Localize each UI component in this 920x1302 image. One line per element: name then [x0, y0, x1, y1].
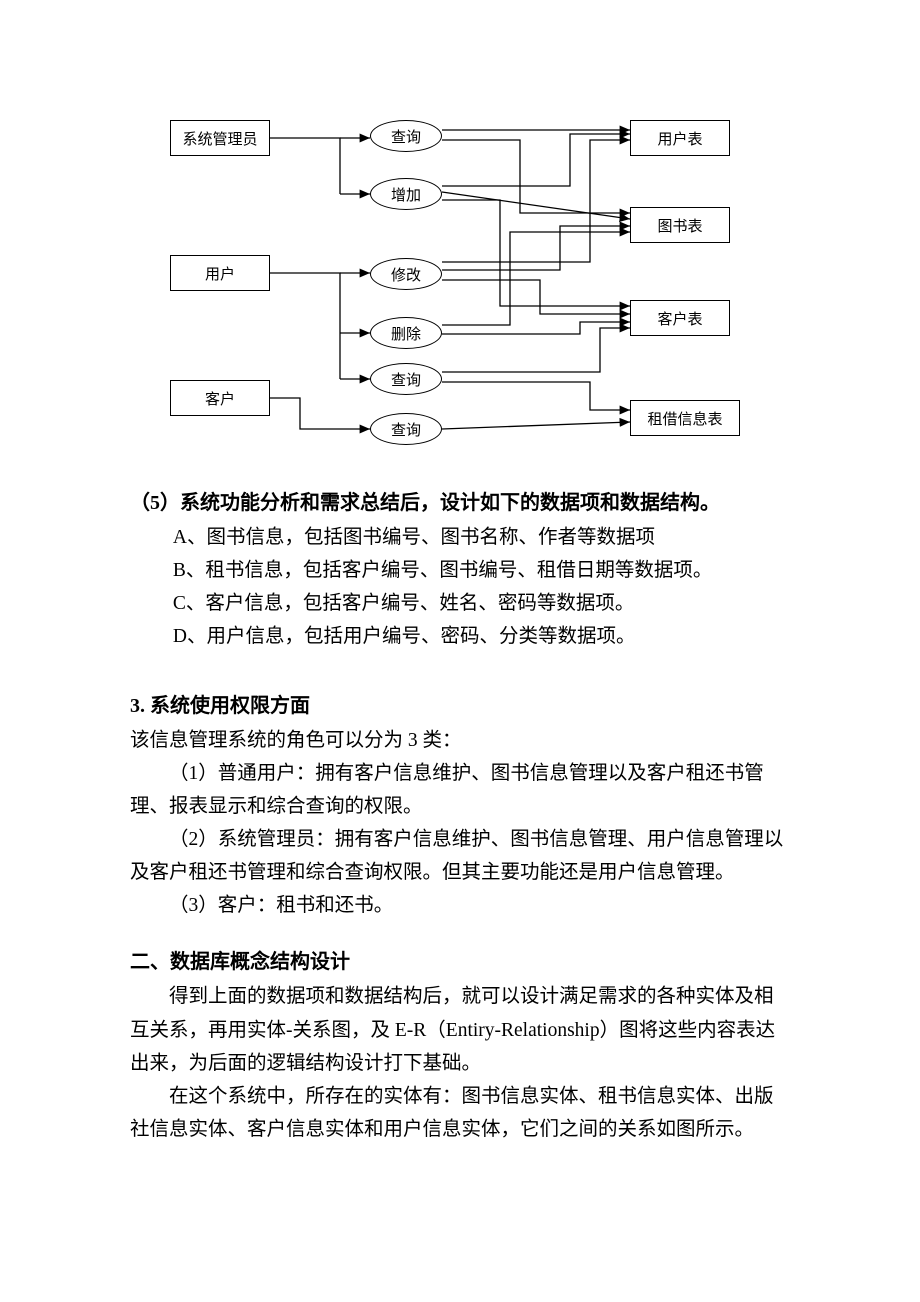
op-add: 增加 [370, 178, 442, 210]
actor-user: 用户 [170, 255, 270, 291]
item-5d: D、用户信息，包括用户编号、密码、分类等数据项。 [130, 620, 790, 653]
heading-5: （5）系统功能分析和需求总结后，设计如下的数据项和数据结构。 [130, 485, 790, 521]
permissions-3: （3）客户：租书和还书。 [130, 889, 790, 922]
item-5b: B、租书信息，包括客户编号、图书编号、租借日期等数据项。 [130, 554, 790, 587]
table-user: 用户表 [630, 120, 730, 156]
item-5c: C、客户信息，包括客户编号、姓名、密码等数据项。 [130, 587, 790, 620]
actor-admin: 系统管理员 [170, 120, 270, 156]
op-query-3: 查询 [370, 413, 442, 445]
item-5a: A、图书信息，包括图书编号、图书名称、作者等数据项 [130, 521, 790, 554]
heading-db-concept: 二、数据库概念结构设计 [130, 944, 790, 980]
op-query-1: 查询 [370, 120, 442, 152]
table-customer: 客户表 [630, 300, 730, 336]
document-page: 系统管理员 用户 客户 查询 增加 修改 删除 查询 查询 用户表 图书表 客户… [0, 0, 920, 1302]
permissions-1: （1）普通用户：拥有客户信息维护、图书信息管理以及客户租还书管理、报表显示和综合… [130, 757, 790, 823]
table-book: 图书表 [630, 207, 730, 243]
op-query-2: 查询 [370, 363, 442, 395]
table-rent: 租借信息表 [630, 400, 740, 436]
heading-permissions: 3. 系统使用权限方面 [130, 688, 790, 724]
db-concept-para-1: 得到上面的数据项和数据结构后，就可以设计满足需求的各种实体及相互关系，再用实体-… [130, 980, 790, 1079]
body-text: （5）系统功能分析和需求总结后，设计如下的数据项和数据结构。 A、图书信息，包括… [130, 485, 790, 1146]
permissions-2: （2）系统管理员：拥有客户信息维护、图书信息管理、用户信息管理以及客户租还书管理… [130, 823, 790, 889]
op-delete: 删除 [370, 317, 442, 349]
spacer [130, 654, 790, 682]
actor-customer: 客户 [170, 380, 270, 416]
permissions-intro: 该信息管理系统的角色可以分为 3 类： [130, 724, 790, 757]
op-modify: 修改 [370, 258, 442, 290]
db-concept-para-2: 在这个系统中，所存在的实体有：图书信息实体、租书信息实体、出版社信息实体、客户信… [130, 1080, 790, 1146]
system-flowchart: 系统管理员 用户 客户 查询 增加 修改 删除 查询 查询 用户表 图书表 客户… [160, 110, 760, 460]
